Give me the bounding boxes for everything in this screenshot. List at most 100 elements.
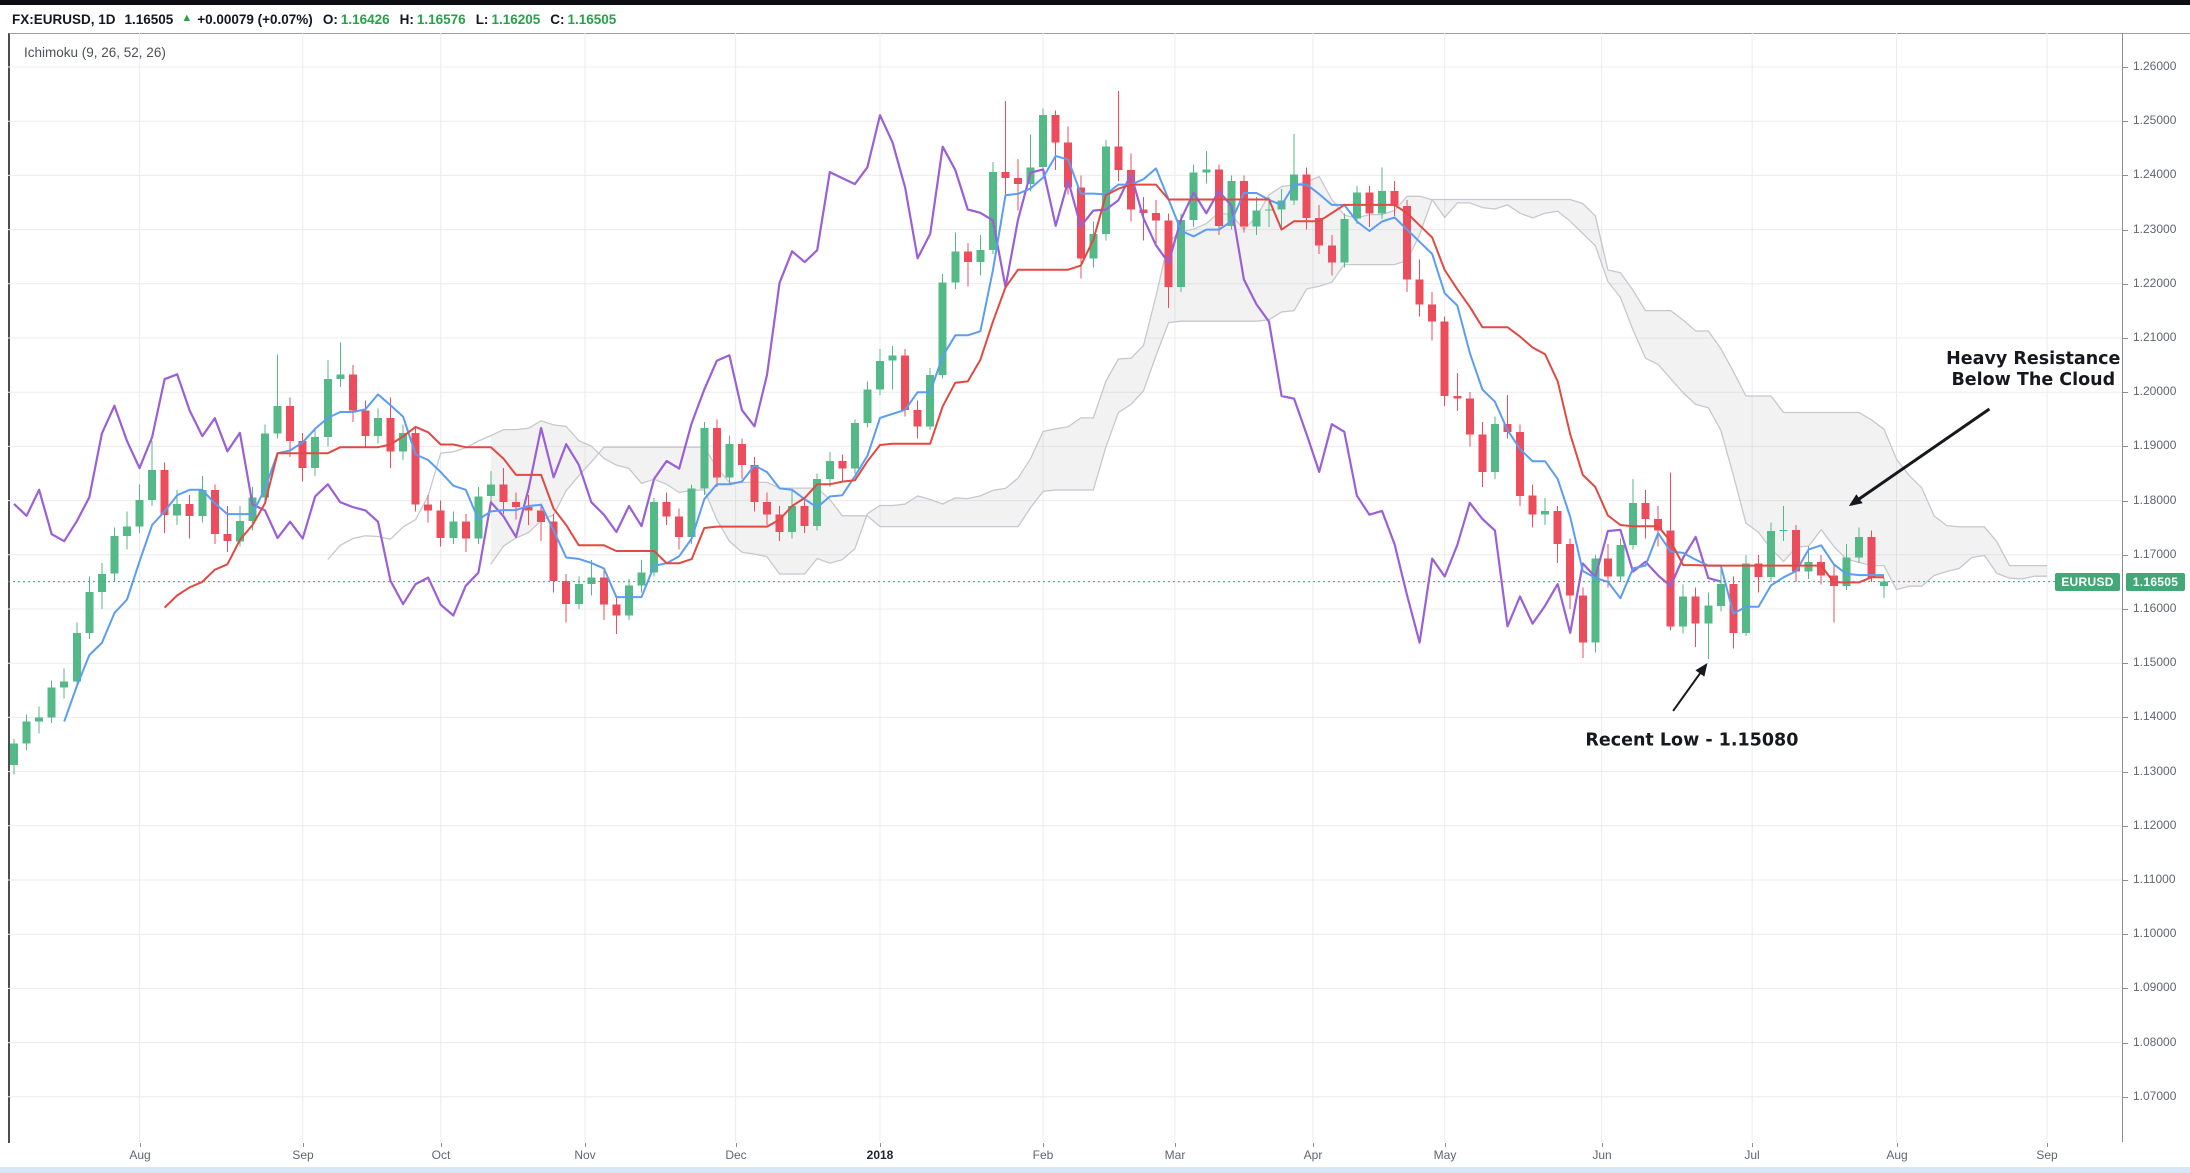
time-tick: [1602, 1143, 1603, 1147]
price-tick: [2123, 988, 2128, 989]
price-tick: [2123, 717, 2128, 718]
window-bottom-strip: [0, 1167, 2190, 1173]
time-tick: [1752, 1143, 1753, 1147]
price-axis[interactable]: 1.07000 1.08000 1.09000 1.10000 1.11000 1.120…: [2123, 33, 2189, 1143]
time-axis-label: Aug: [1886, 1148, 1908, 1162]
price-axis-label: 1.09000: [2133, 980, 2177, 994]
price-axis-label: 1.17000: [2133, 547, 2177, 561]
price-axis-label: 1.23000: [2133, 222, 2177, 236]
price-tick: [2123, 67, 2128, 68]
price-tick: [2123, 555, 2128, 556]
price-axis-label: 1.07000: [2133, 1089, 2177, 1103]
low-value: 1.16205: [491, 11, 541, 27]
time-tick: [441, 1143, 442, 1147]
time-tick: [585, 1143, 586, 1147]
time-axis-label: Sep: [292, 1148, 314, 1162]
price-tick: [2123, 230, 2128, 231]
price-axis-label: 1.12000: [2133, 818, 2177, 832]
price-chart[interactable]: Heavy Resistance Below The Cloud Recent Lo…: [8, 33, 2122, 1142]
annotation-text: Heavy Resistance Below The Cloud: [1946, 349, 2120, 390]
price-tick: [2123, 175, 2128, 176]
price-axis-label: 1.24000: [2133, 167, 2177, 181]
time-axis-label: Apr: [1303, 1148, 1323, 1162]
price-axis-label: 1.21000: [2133, 330, 2177, 344]
annotation-heavy-resistance[interactable]: Heavy Resistance Below The Cloud: [1848, 349, 2121, 507]
up-triangle-icon: ▲: [181, 12, 193, 24]
price-tick: [2123, 663, 2128, 664]
senkou-span-a-line: [327, 175, 2048, 591]
ichimoku-cloud: [490, 176, 2048, 590]
time-axis-label: May: [1433, 1148, 1457, 1162]
price-tick: [2123, 1043, 2128, 1044]
browser-chrome-strip: [0, 0, 2190, 5]
price-badge-value: 1.16505: [2126, 573, 2185, 591]
price-axis-label: 1.10000: [2133, 926, 2177, 940]
time-axis-label: Nov: [574, 1148, 596, 1162]
price-tick: [2123, 772, 2128, 773]
candles: [10, 90, 1888, 775]
price-tick: [2123, 880, 2128, 881]
time-tick: [736, 1143, 737, 1147]
price-tick: [2123, 121, 2128, 122]
time-axis-label: Dec: [725, 1148, 747, 1162]
chikou-span-line: [13, 114, 1722, 644]
ichimoku-indicator-label[interactable]: Ichimoku (9, 26, 52, 26): [24, 45, 166, 60]
time-axis[interactable]: Aug Sep Oct Nov Dec 2018 Feb Mar Apr May Jun Jul Aug…: [8, 1143, 2190, 1167]
price-axis-label: 1.14000: [2133, 709, 2177, 723]
open-value: 1.16426: [340, 11, 390, 27]
annotation-arrow: [1848, 407, 1991, 507]
price-badge-symbol: EURUSD: [2055, 573, 2120, 591]
price-tick: [2123, 501, 2128, 502]
price-axis-label: 1.11000: [2133, 872, 2176, 886]
close-label: C:: [550, 11, 565, 27]
time-axis-label: Mar: [1164, 1148, 1186, 1162]
last-price: 1.16505: [124, 11, 174, 27]
price-axis-separator: [2122, 33, 2123, 1142]
kijun-sen-line: [163, 183, 1884, 609]
price-axis-label: 1.25000: [2133, 113, 2177, 127]
time-axis-label: Feb: [1032, 1148, 1054, 1162]
price-axis-label: 1.20000: [2133, 384, 2177, 398]
open-label: O:: [322, 11, 338, 27]
time-tick: [140, 1143, 141, 1147]
time-tick: [2047, 1143, 2048, 1147]
time-tick: [1175, 1143, 1176, 1147]
time-tick: [303, 1143, 304, 1147]
price-axis-label: 1.08000: [2133, 1035, 2177, 1049]
price-axis-label: 1.26000: [2133, 59, 2177, 73]
close-value: 1.16505: [567, 11, 617, 27]
time-axis-label: Oct: [431, 1148, 451, 1162]
low-label: L:: [475, 11, 489, 27]
annotation-arrow: [1672, 662, 1708, 712]
annotation-text: Recent Low - 1.15080: [1585, 731, 1798, 751]
price-axis-label: 1.16000: [2133, 601, 2177, 615]
price-tick: [2123, 446, 2128, 447]
time-tick: [1313, 1143, 1314, 1147]
symbol-title[interactable]: FX:EURUSD, 1D: [12, 11, 116, 27]
tenkan-sen-line: [63, 154, 1884, 722]
price-tick: [2123, 1097, 2128, 1098]
time-axis-label: Aug: [129, 1148, 151, 1162]
annotation-recent-low[interactable]: Recent Low - 1.15080: [1585, 662, 1798, 751]
price-tick: [2123, 934, 2128, 935]
price-axis-label: 1.15000: [2133, 655, 2177, 669]
time-tick: [1445, 1143, 1446, 1147]
time-axis-label: Sep: [2036, 1148, 2058, 1162]
senkou-span-b-line: [490, 198, 2048, 567]
price-tick: [2123, 284, 2128, 285]
high-label: H:: [399, 11, 414, 27]
time-tick: [1043, 1143, 1044, 1147]
time-tick: [1897, 1143, 1898, 1147]
price-axis-label: 1.19000: [2133, 438, 2177, 452]
price-axis-label: 1.18000: [2133, 493, 2177, 507]
price-change: +0.00079 (+0.07%): [197, 11, 313, 27]
price-tick: [2123, 609, 2128, 610]
time-tick: [880, 1143, 881, 1147]
high-value: 1.16576: [416, 11, 466, 27]
price-tick: [2123, 392, 2128, 393]
time-axis-label: Jun: [1592, 1148, 1612, 1162]
price-axis-label: 1.22000: [2133, 276, 2177, 290]
time-axis-label: Jul: [1744, 1148, 1760, 1162]
price-axis-label: 1.13000: [2133, 764, 2177, 778]
price-tick: [2123, 338, 2128, 339]
